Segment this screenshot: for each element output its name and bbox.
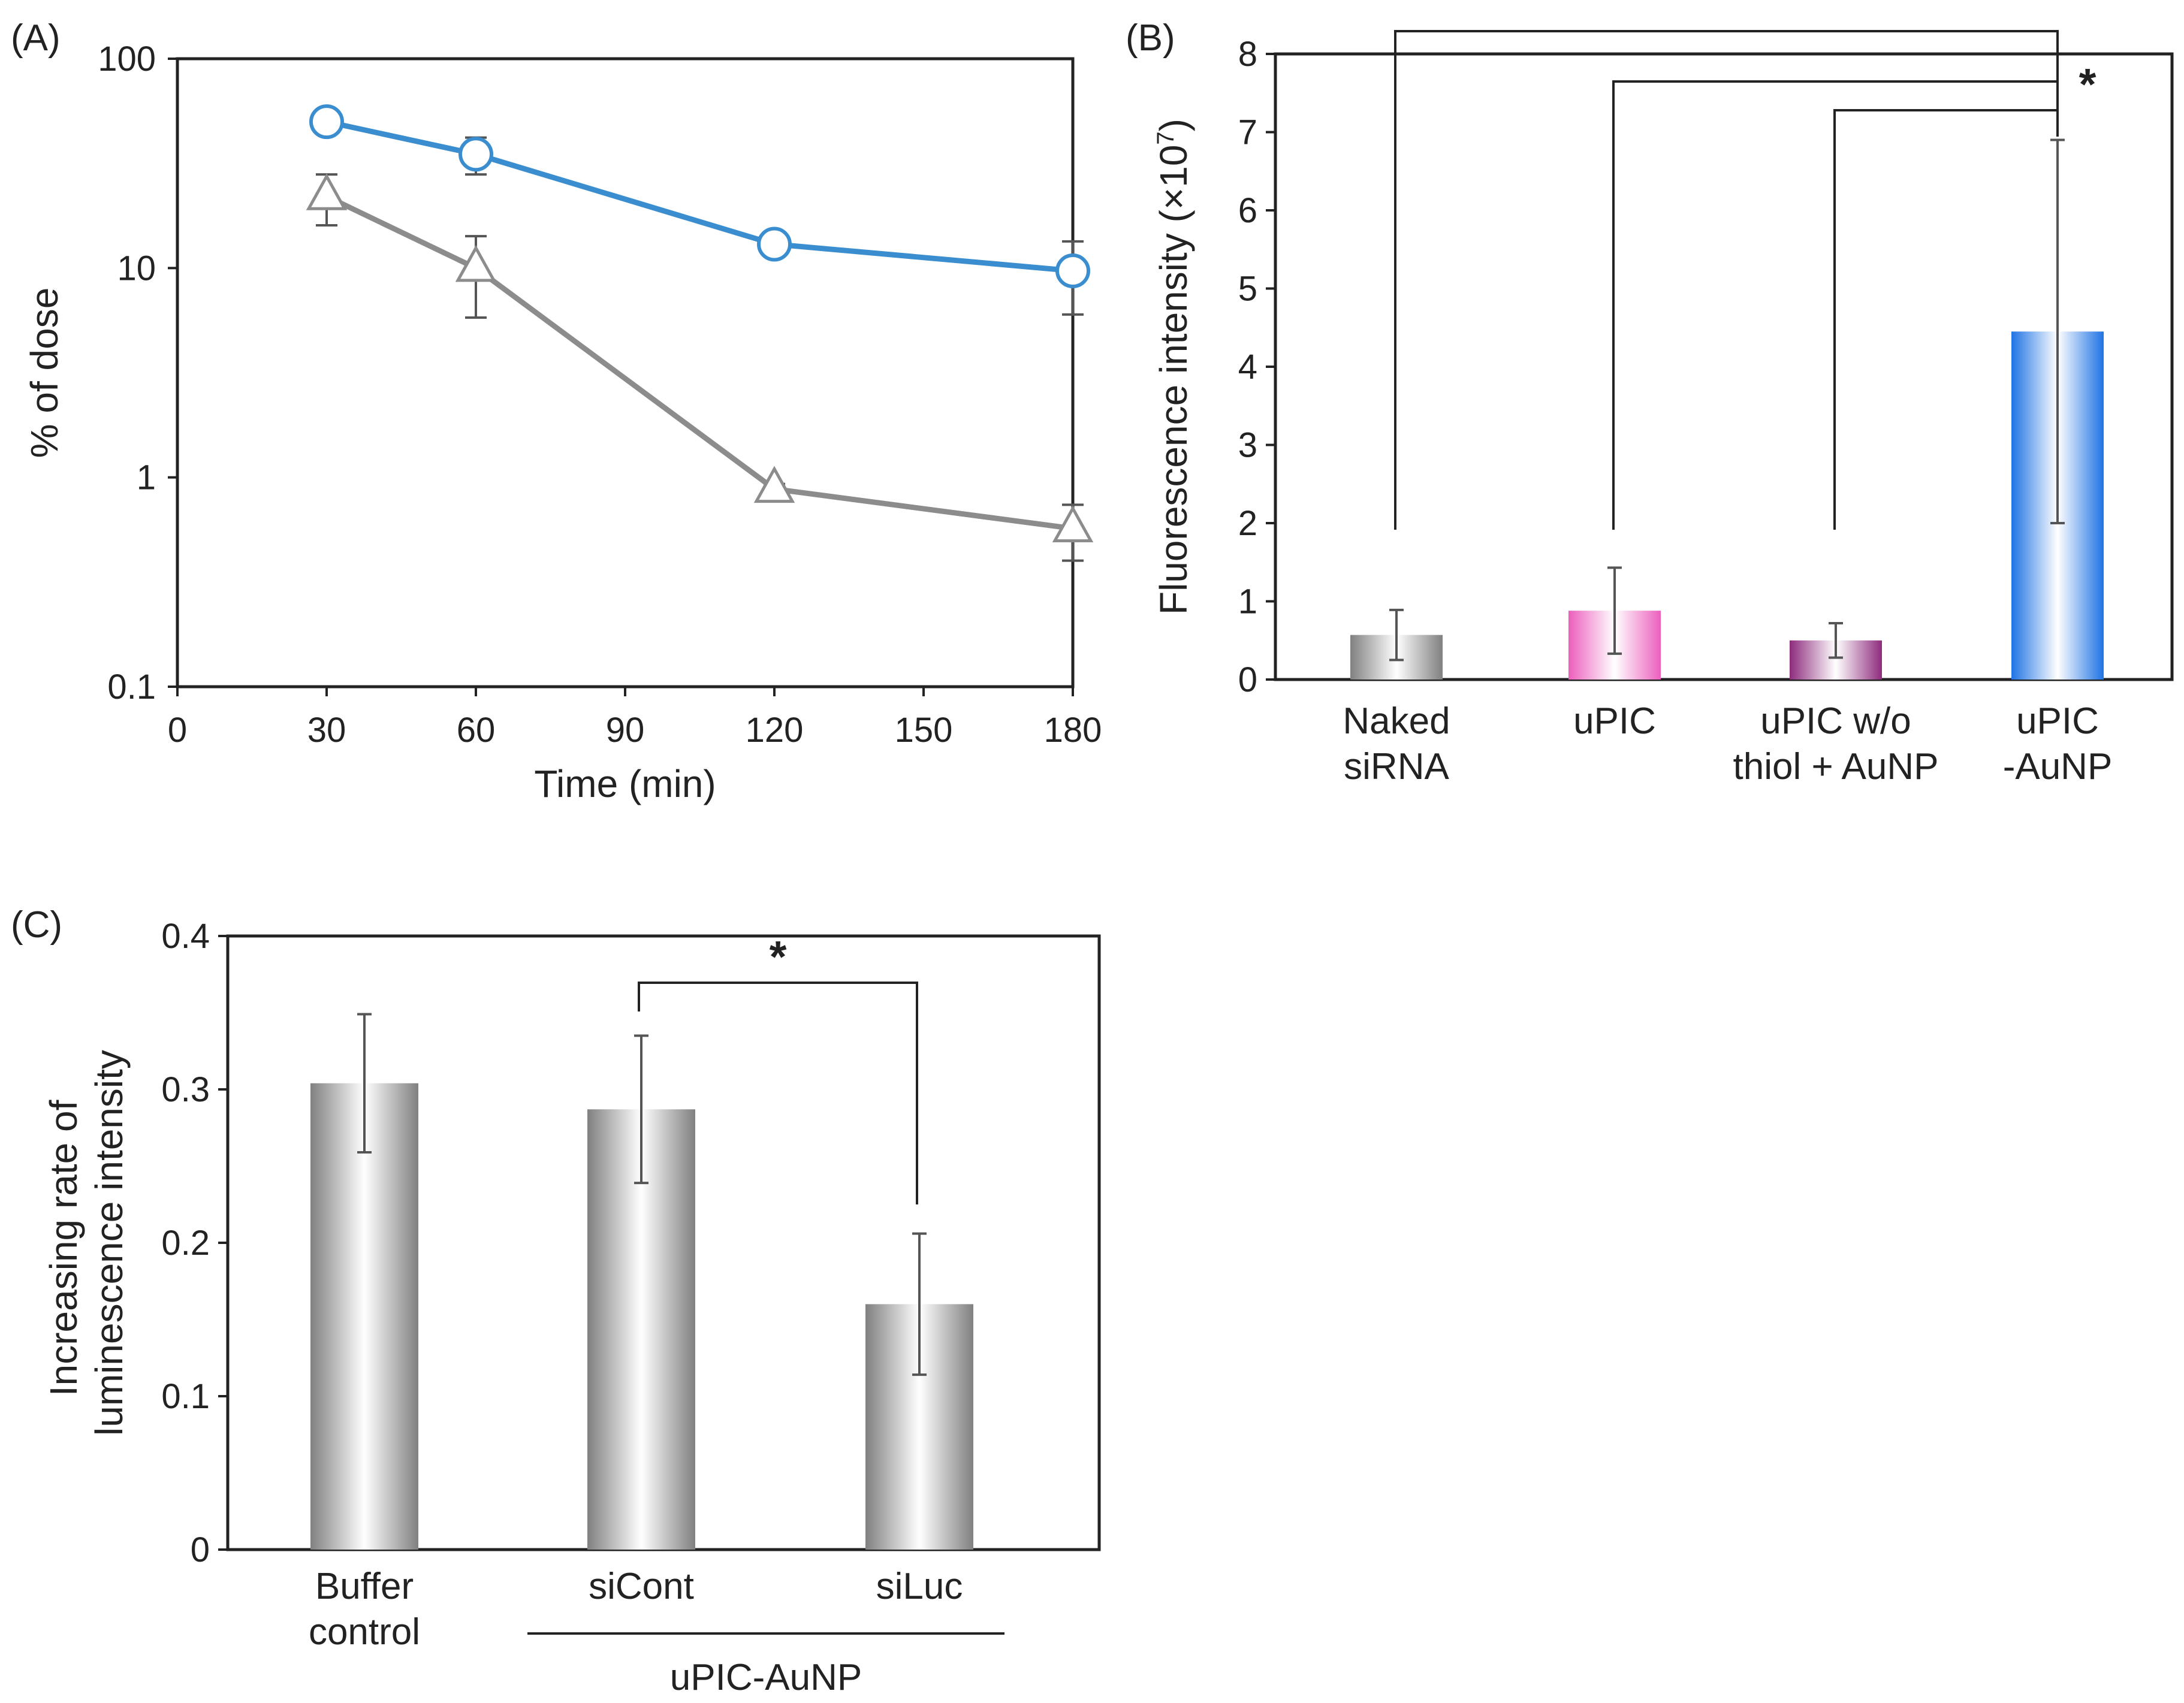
panel-c-category-label-0-line-1: control [309,1611,420,1653]
panel-a-series-1-point-3 [1052,505,1094,542]
panel-c-label: (C) [11,904,62,946]
panel-c-significance-bracket [638,982,918,1204]
panel-a-series-0-point-0 [309,104,344,140]
panel-c-y-ticks: 0 0.1 0.2 0.3 0.4 [161,917,228,1569]
panel-c-error-bar-2 [912,1232,927,1376]
panel-b-label: (B) [1126,17,1175,59]
panel-b-category-label-0-line-0: Naked [1343,700,1450,742]
panel-a-y-axis-label: % of dose [23,288,66,458]
panel-c-significance-star: * [770,932,787,982]
panel-c-y-tick-label-0: 0 [191,1530,210,1569]
panel-c-y-axis-label-line-1: Increasing rate of [42,1100,85,1396]
panel-a-series-0-point-1 [458,137,493,172]
panel-b-significance-bracket-0 [1394,30,2059,530]
panel-a-series-1-point-1 [455,244,497,282]
panel-b-category-label-3-line-1: -AuNP [2003,746,2113,787]
panel-b-y-tick-label-2: 2 [1238,504,1257,543]
panel-b-category-label-3-line-0: uPIC [2016,700,2099,742]
panel-a-series-0-point-3 [1055,253,1090,288]
panel-a-x-tick-label-3: 90 [606,711,645,750]
panel-a-series-1-point-0 [306,173,348,210]
panel-a-y-tick-label-3: 100 [98,40,156,78]
panel-b-category-label-2-line-0: uPIC w/o [1760,700,1911,742]
panel-a-y-ticks: 0.1 1 10 100 [98,40,177,706]
panel-c-y-tick-label-4: 0.4 [161,917,210,956]
panel-b-y-tick-label-5: 5 [1238,270,1257,309]
panel-a-x-tick-label-0: 0 [168,711,187,750]
panel-a-x-axis-label: Time (min) [534,762,716,805]
panel-b-error-bar-0 [1389,608,1404,662]
panel-b-error-bar-1 [1607,566,1622,655]
panel-a-series-0-point-2 [757,227,792,262]
panel-c-category-label-0-line-0: Buffer [315,1566,414,1607]
panel-c-category-label-1-line-0: siCont [589,1566,694,1607]
panel-a-series-0 [309,104,1090,316]
panel-b-bars [1350,138,2104,680]
panel-c-y-tick-label-3: 0.3 [161,1070,210,1109]
panel-b-significance-bracket-2 [1833,109,2059,530]
panel-c-group-label: uPIC-AuNP [670,1657,862,1698]
panel-b-category-label-0-line-1: siRNA [1344,746,1449,787]
panel-b-y-tick-label-4: 4 [1238,348,1257,387]
panel-c-error-bar-1 [634,1034,648,1185]
panel-a-x-tick-label-4: 120 [746,711,804,750]
panel-a-x-ticks: 0 30 60 90 120 150 180 [168,687,1102,750]
panel-a-series-1 [306,173,1094,562]
panel-c-y-tick-label-2: 0.2 [161,1224,210,1263]
panel-c-y-tick-label-1: 0.1 [161,1377,210,1416]
panel-b-y-tick-label-6: 6 [1238,191,1257,230]
panel-b-error-bar-3 [2050,138,2065,524]
panel-c-bars [310,1013,973,1550]
panel-c-y-axis-label-line-2: luminescence intensity [88,1050,131,1436]
panel-b-y-axis-label-main: Fluorescence intensity (×10 [1152,145,1195,615]
panel-c-error-bar-0 [357,1013,372,1154]
panel-b-y-tick-label-1: 1 [1238,582,1257,621]
panel-b-y-axis-label-exponent: 7 [1153,131,1179,144]
panel-a: (A) 0 30 60 90 120 150 180 0.1 1 10 100 Time (min… [11,17,1102,805]
panel-a-plot-frame [176,57,1075,689]
panel-b-category-label-2-line-1: thiol + AuNP [1733,746,1939,787]
panel-a-x-tick-label-2: 60 [457,711,496,750]
panel-b-category-label-1-line-0: uPIC [1573,700,1656,742]
panel-b-significance-star: * [2079,59,2096,109]
panel-b-y-tick-label-8: 8 [1238,35,1257,74]
panel-a-x-tick-label-5: 150 [895,711,953,750]
panel-a-y-tick-label-2: 10 [117,249,156,288]
panel-a-x-tick-label-1: 30 [307,711,346,750]
panel-a-series [306,104,1094,562]
panel-c-y-axis-label: Increasing rate of luminescence intensit… [42,1050,131,1436]
panel-b-y-tick-label-0: 0 [1238,660,1257,699]
panel-a-label: (A) [11,17,61,59]
panel-a-x-tick-label-6: 180 [1044,711,1102,750]
panel-a-y-tick-label-0: 0.1 [107,668,156,706]
panel-b-y-axis-label: Fluorescence intensity (×107) [1152,119,1195,615]
panel-c-significance: * [638,932,918,1204]
panel-c-bar-0 [310,1083,418,1550]
panel-a-series-1-line [325,194,1073,532]
panel-a-y-tick-label-1: 1 [137,458,156,497]
panel-b-error-bar-2 [1829,622,1843,659]
panel-a-series-1-point-2 [753,466,795,503]
panel-b-y-tick-label-3: 3 [1238,426,1257,465]
panel-b-y-tick-label-7: 7 [1238,113,1257,152]
panel-c-category-label-2-line-0: siLuc [876,1566,963,1607]
panel-b-y-ticks: 0 1 2 3 4 5 6 7 8 [1238,35,1275,699]
panel-b-significance: * [1394,30,2096,530]
panel-b-y-axis-label-end: ) [1152,119,1195,131]
panel-a-series-0-line [326,119,1073,274]
